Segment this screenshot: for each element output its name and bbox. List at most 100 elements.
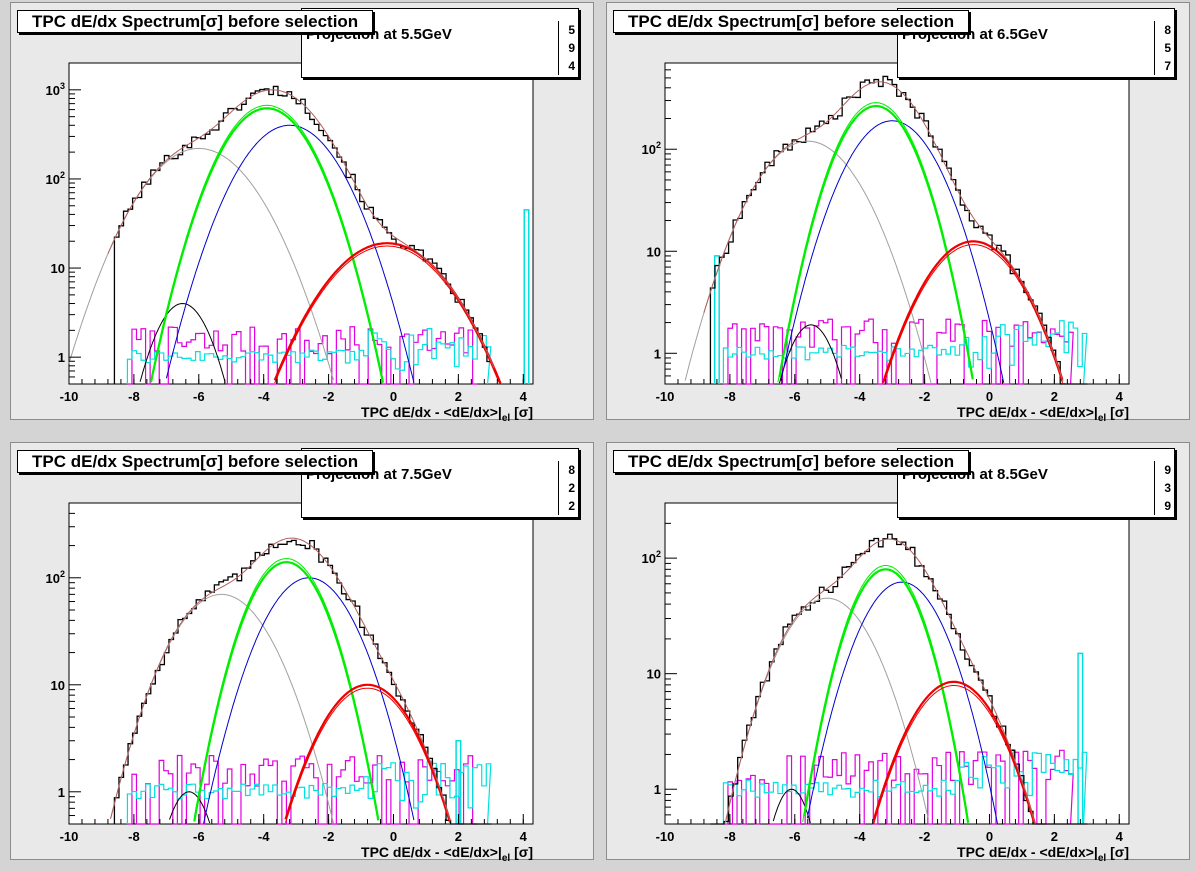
y-tick-label: 1 <box>58 350 65 365</box>
x-axis-label-subscript: el <box>1098 853 1107 861</box>
green-fit-curve <box>193 561 380 822</box>
x-tick-label: 4 <box>1116 829 1124 844</box>
x-tick-label: -6 <box>193 389 205 404</box>
stat-value: 5 <box>1164 41 1171 55</box>
y-tick-label: 102 <box>642 140 661 157</box>
plot-svg: -10 -8 -6 -4 -2 0 2 4 1 10 102 103 TPC dE/dx - <dE/d… <box>46 62 534 421</box>
x-axis-label: TPC dE/dx - <dE/dx>|el [σ] <box>361 404 533 421</box>
green-fit-curve <box>778 105 974 380</box>
stat-values: 8 5 7 <box>1154 21 1171 75</box>
x-tick-label: -10 <box>656 829 675 844</box>
y-tick-exponent: 2 <box>60 569 65 579</box>
plot-svg: -10 -8 -6 -4 -2 0 2 4 1 10 102 TPC dE/dx - <dE/dx>|… <box>642 62 1130 421</box>
x-tick-label: 2 <box>455 829 462 844</box>
x-tick-label: -2 <box>919 389 931 404</box>
y-tick-label: 102 <box>46 569 65 586</box>
x-axis-label-unit: [σ] <box>510 404 533 420</box>
cyan-spike <box>713 255 720 384</box>
plot-pad-3: -10 -8 -6 -4 -2 0 2 4 1 10 102 TPC dE/dx - <dE/dx>|… <box>10 442 594 861</box>
plot-title: TPC dE/dx Spectrum[σ] before selection <box>17 10 374 33</box>
x-tick-label: 2 <box>455 389 462 404</box>
x-tick-label: -2 <box>323 389 335 404</box>
x-tick-label: -8 <box>724 389 736 404</box>
total-fit-curve <box>703 81 1064 382</box>
total-fit-curve <box>110 537 451 822</box>
data-histogram <box>709 75 1088 385</box>
magenta-histogram <box>127 326 478 385</box>
x-tick-label: -10 <box>60 389 79 404</box>
y-tick-exponent: 2 <box>656 549 661 559</box>
y-tick-label: 10 <box>647 667 661 682</box>
y-tick-label: 103 <box>46 81 65 98</box>
cyan-spike <box>455 739 462 824</box>
x-axis-label-main: TPC dE/dx - <dE/dx>| <box>361 404 502 420</box>
blue-fit-curve <box>780 120 1005 383</box>
green-fit-curve-alt <box>802 565 969 822</box>
plot-frame <box>664 62 1130 385</box>
x-axis-label: TPC dE/dx - <dE/dx>|el [σ] <box>957 844 1129 861</box>
x-tick-label: 0 <box>986 829 993 844</box>
small-black-fit-curve <box>772 788 811 824</box>
small-black-fit-curve <box>139 302 226 383</box>
red-fit-curve-alt <box>285 687 450 823</box>
x-tick-label: 4 <box>520 389 528 404</box>
y-tick-label: 10 <box>51 678 65 693</box>
x-axis-label-subscript: el <box>1098 413 1107 421</box>
stat-values: 8 2 2 <box>558 461 575 515</box>
cyan-spike <box>523 209 530 384</box>
magenta-histogram <box>723 318 1074 385</box>
plot-title: TPC dE/dx Spectrum[σ] before selection <box>17 450 374 473</box>
cyan-spike <box>1077 652 1084 824</box>
x-axis-label: TPC dE/dx - <dE/dx>|el [σ] <box>361 844 533 861</box>
y-tick-exponent: 3 <box>60 81 65 91</box>
y-tick-label: 10 <box>51 261 65 276</box>
stat-value: 2 <box>568 499 575 513</box>
y-tick-exponent: 2 <box>656 140 661 150</box>
red-fit-curve <box>284 683 451 820</box>
x-tick-label: 4 <box>520 829 528 844</box>
x-axis-label-main: TPC dE/dx - <dE/dx>| <box>957 844 1098 860</box>
magenta-histogram <box>127 754 478 825</box>
x-axis-label-unit: [σ] <box>1106 844 1129 860</box>
x-axis-label-unit: [σ] <box>510 844 533 860</box>
plot-svg: -10 -8 -6 -4 -2 0 2 4 1 10 102 TPC dE/dx - <dE/dx>|… <box>642 502 1130 861</box>
plot-svg: -10 -8 -6 -4 -2 0 2 4 1 10 102 TPC dE/dx - <dE/dx>|… <box>46 502 534 861</box>
stat-value: 2 <box>568 481 575 495</box>
x-tick-label: -8 <box>128 389 140 404</box>
y-tick-label: 1 <box>654 782 661 797</box>
plot-title: TPC dE/dx Spectrum[σ] before selection <box>613 450 970 473</box>
green-fit-curve <box>803 568 970 823</box>
x-tick-label: -6 <box>193 829 205 844</box>
y-tick-exponent: 2 <box>60 170 65 180</box>
x-tick-label: -8 <box>128 829 140 844</box>
stat-value: 9 <box>1164 499 1171 513</box>
y-tick-label: 1 <box>654 346 661 361</box>
blue-fit-curve <box>806 581 998 824</box>
blue-fit-curve <box>165 124 415 383</box>
y-tick-label: 10 <box>647 244 661 259</box>
x-tick-label: -6 <box>789 829 801 844</box>
green-fit-curve-alt <box>193 558 379 818</box>
total-fit-curve <box>725 538 1036 824</box>
stat-value: 3 <box>1164 481 1171 495</box>
green-fit-curve-alt <box>777 102 974 383</box>
y-tick-label: 1 <box>58 785 65 800</box>
x-tick-label: -2 <box>919 829 931 844</box>
plot-frame <box>68 62 534 385</box>
x-tick-label: -10 <box>656 389 675 404</box>
x-axis-label-subscript: el <box>502 853 511 861</box>
cyan-histogram <box>126 328 492 385</box>
y-tick-label: 102 <box>642 549 661 566</box>
stat-values: 5 9 4 <box>558 21 575 75</box>
red-fit-curve <box>872 680 1036 824</box>
x-tick-label: 4 <box>1116 389 1124 404</box>
x-tick-label: -4 <box>258 389 270 404</box>
stat-value: 5 <box>568 23 575 37</box>
x-tick-label: -4 <box>854 829 866 844</box>
stat-value: 7 <box>1164 59 1171 73</box>
small-black-fit-curve <box>779 324 842 384</box>
red-fit-curve-alt <box>884 244 1063 384</box>
x-tick-label: 2 <box>1051 389 1058 404</box>
x-tick-label: 0 <box>390 829 397 844</box>
green-fit-curve <box>149 107 385 383</box>
